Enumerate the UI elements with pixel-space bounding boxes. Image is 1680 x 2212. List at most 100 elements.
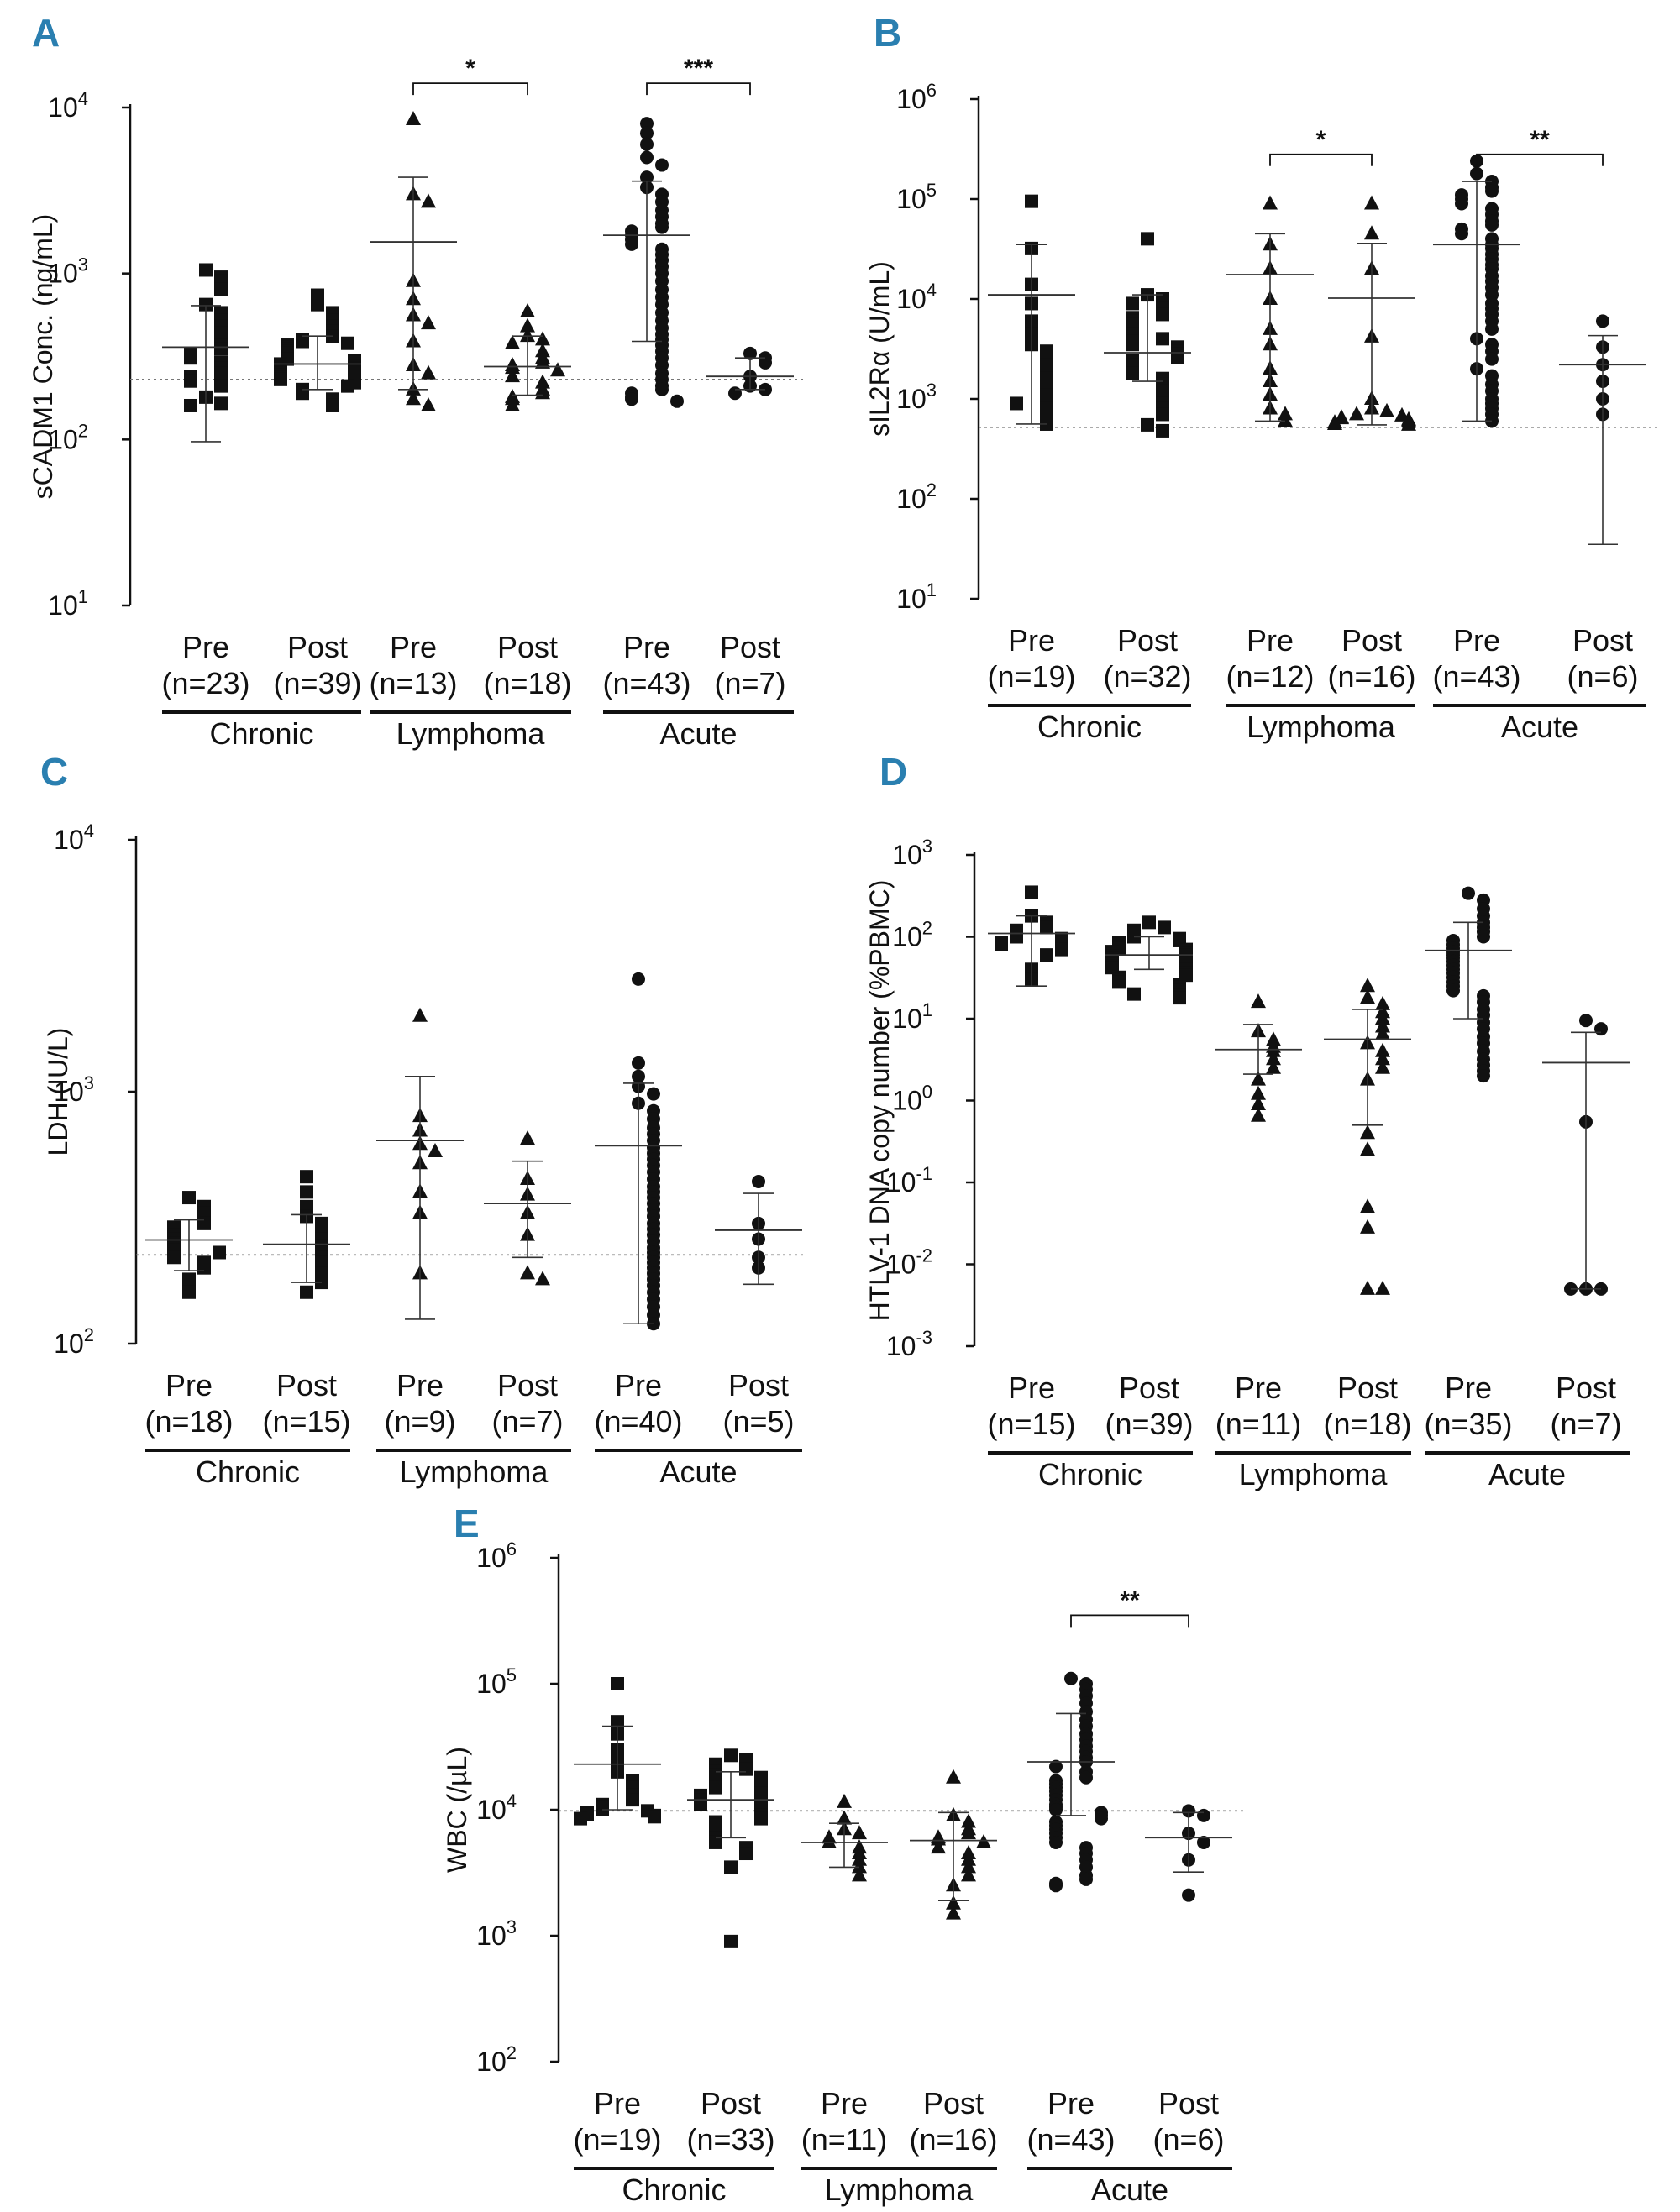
category-n-label: (n=19) <box>573 2122 661 2157</box>
data-point <box>754 1811 768 1826</box>
data-point <box>625 237 638 251</box>
data-point <box>421 396 436 411</box>
data-point <box>1251 1095 1266 1110</box>
y-tick-label: 104 <box>54 820 94 855</box>
y-tick-label: 10-2 <box>886 1245 932 1280</box>
data-point <box>724 1860 738 1874</box>
category-label: Post <box>1158 2086 1219 2120</box>
data-point <box>1010 396 1023 411</box>
data-point <box>199 263 213 277</box>
data-point <box>199 297 213 312</box>
data-point <box>296 334 309 349</box>
y-axis-label: sCADM1 Conc. (ng/mL) <box>28 214 58 500</box>
data-point <box>1455 227 1468 241</box>
category-label: Post <box>1556 1371 1616 1405</box>
data-point <box>1375 1051 1390 1066</box>
category-5: Post(n=6) <box>1559 314 1646 694</box>
data-point <box>1010 930 1023 944</box>
panel-label: C <box>40 750 68 794</box>
y-tick-label: 102 <box>48 420 88 454</box>
panel-label: E <box>454 1502 480 1545</box>
data-point <box>647 1087 660 1101</box>
data-point <box>961 1825 976 1840</box>
category-4: Pre(n=40) <box>594 972 683 1439</box>
category-n-label: (n=43) <box>602 666 690 700</box>
data-point <box>197 1261 211 1275</box>
y-tick-label: 106 <box>896 80 937 114</box>
data-point <box>1049 1879 1063 1893</box>
data-point <box>611 1715 624 1729</box>
category-3: Post(n=18) <box>483 302 572 700</box>
data-point <box>550 362 565 377</box>
category-5: Post(n=6) <box>1145 1804 1232 2157</box>
category-3: Post(n=7) <box>484 1130 571 1439</box>
data-point <box>1596 314 1609 328</box>
category-n-label: (n=5) <box>722 1404 794 1439</box>
category-1: Post(n=39) <box>1105 915 1194 1441</box>
category-n-label: (n=13) <box>369 666 457 700</box>
data-point <box>574 1811 587 1826</box>
data-point <box>1455 197 1468 211</box>
category-2: Pre(n=11) <box>1215 993 1302 1441</box>
data-point <box>655 220 669 234</box>
y-tick-label: 101 <box>896 579 937 614</box>
data-point <box>625 392 638 406</box>
category-label: Pre <box>623 630 670 664</box>
data-point <box>1278 412 1293 427</box>
category-n-label: (n=6) <box>1567 659 1638 694</box>
data-point <box>406 391 421 406</box>
data-point <box>520 328 535 343</box>
data-point <box>709 1835 722 1849</box>
category-label: Post <box>1341 623 1402 658</box>
category-label: Post <box>1119 1371 1179 1405</box>
data-point <box>655 382 669 396</box>
data-point <box>946 1769 961 1784</box>
data-point <box>640 126 654 140</box>
data-point <box>611 1677 624 1690</box>
category-n-label: (n=39) <box>273 666 361 700</box>
category-n-label: (n=35) <box>1424 1407 1512 1441</box>
category-5: Post(n=5) <box>715 1174 802 1439</box>
category-n-label: (n=7) <box>491 1404 563 1439</box>
data-point <box>1360 1219 1375 1234</box>
significance-bracket <box>646 82 751 96</box>
y-tick-label: 104 <box>896 280 937 314</box>
y-tick-label: 102 <box>54 1324 94 1359</box>
category-n-label: (n=15) <box>987 1407 1075 1441</box>
group-label: Lymphoma <box>1247 710 1396 744</box>
data-point <box>1049 1759 1063 1774</box>
data-point <box>520 302 535 317</box>
category-1: Post(n=32) <box>1103 232 1192 694</box>
y-axis-label: sIL2Rα (U/mL) <box>864 261 895 437</box>
data-point <box>1156 407 1169 422</box>
data-point <box>1142 915 1156 930</box>
data-point <box>655 158 669 172</box>
group-label: Lymphoma <box>396 716 546 751</box>
significance-bracket <box>1070 1614 1189 1628</box>
data-point <box>694 1797 707 1811</box>
category-0: Pre(n=19) <box>987 194 1076 694</box>
category-5: Post(n=7) <box>706 346 794 700</box>
data-point <box>421 364 436 380</box>
category-4: Pre(n=43) <box>1432 154 1521 694</box>
y-axis-label: LDH (IU/L) <box>43 1028 73 1156</box>
data-point <box>1360 1198 1375 1213</box>
category-label: Pre <box>1453 623 1500 658</box>
category-1: Post(n=39) <box>273 288 362 700</box>
data-point <box>505 334 520 349</box>
data-point <box>197 1216 211 1230</box>
significance-label: *** <box>684 55 713 82</box>
data-point <box>1401 416 1416 431</box>
y-axis-label: HTLV-1 DNA copy number (%PBMC) <box>864 880 895 1322</box>
data-point <box>1025 885 1038 899</box>
data-point <box>1462 886 1475 900</box>
data-point <box>632 1056 645 1070</box>
group-label: Acute <box>659 1455 737 1489</box>
data-point <box>640 117 654 131</box>
data-point <box>724 1934 738 1948</box>
data-point <box>1375 995 1390 1010</box>
data-point <box>300 1285 313 1299</box>
y-tick-label: 104 <box>476 1790 517 1825</box>
